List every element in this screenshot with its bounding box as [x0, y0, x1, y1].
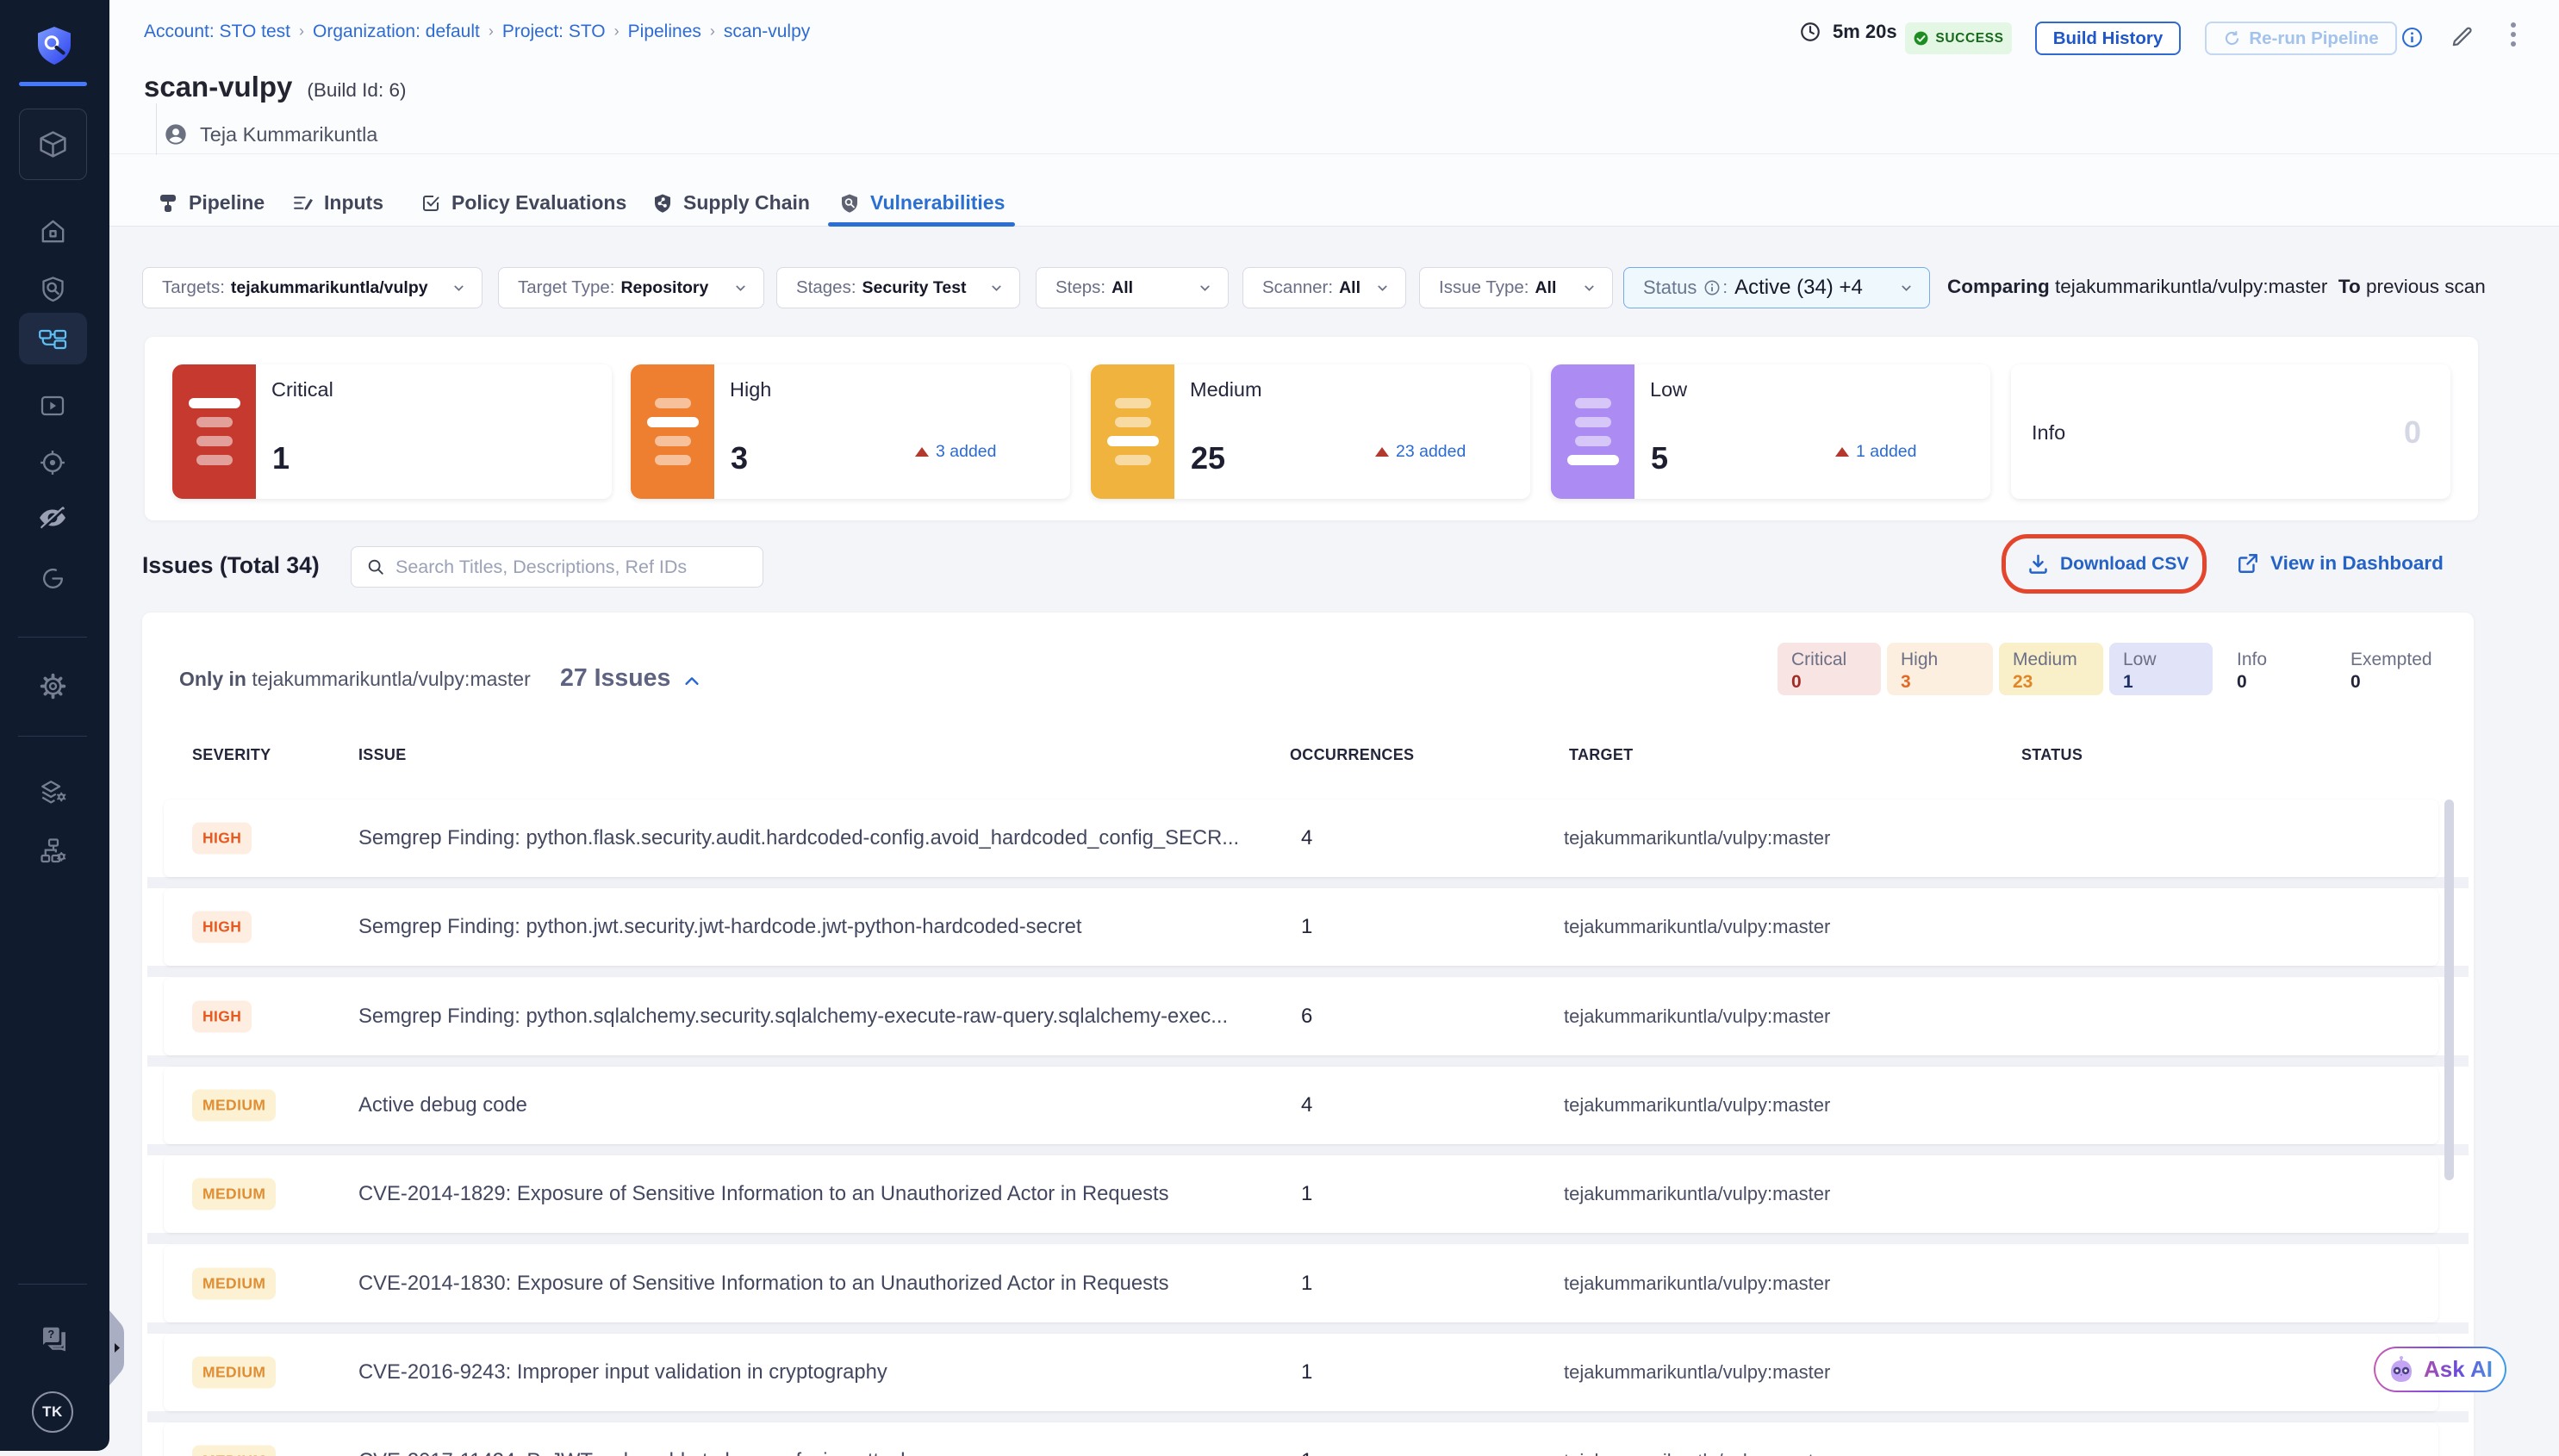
svg-text:?: ?: [47, 1328, 54, 1341]
